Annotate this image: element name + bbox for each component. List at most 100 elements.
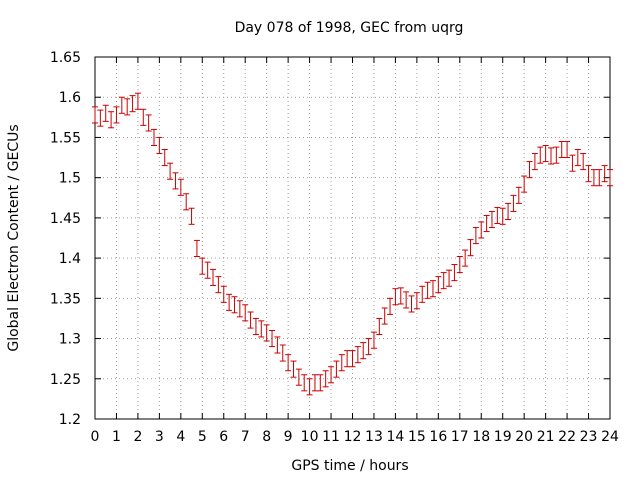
- x-tick-label: 15: [408, 429, 426, 445]
- data-point: [188, 207, 195, 225]
- y-tick-label: 1.6: [59, 90, 81, 106]
- data-point: [167, 162, 174, 180]
- data-point: [408, 295, 415, 313]
- data-point: [113, 106, 120, 124]
- data-point: [596, 169, 603, 187]
- y-tick-label: 1.55: [50, 130, 81, 146]
- data-point: [92, 106, 98, 124]
- data-point: [510, 194, 517, 212]
- data-point: [370, 331, 377, 349]
- x-tick-label: 18: [472, 429, 490, 445]
- data-point: [424, 281, 431, 299]
- data-point: [478, 221, 485, 239]
- x-tick-label: 5: [198, 429, 207, 445]
- data-point: [456, 256, 463, 274]
- data-point: [569, 154, 576, 172]
- x-tick-label: 11: [322, 429, 340, 445]
- data-point: [333, 360, 340, 378]
- x-tick-label: 0: [91, 429, 100, 445]
- data-point: [435, 276, 442, 294]
- data-point: [306, 378, 313, 396]
- data-point: [242, 304, 249, 322]
- y-tick-label: 1.5: [59, 171, 81, 187]
- x-tick-label: 9: [284, 429, 293, 445]
- x-tick-label: 23: [580, 429, 598, 445]
- grid: [95, 57, 610, 419]
- data-point: [279, 344, 286, 362]
- data-point: [247, 311, 254, 329]
- data-point: [365, 338, 372, 356]
- data-point: [413, 292, 420, 310]
- data-point: [574, 149, 581, 167]
- data-point: [263, 324, 270, 342]
- data-point: [215, 276, 222, 294]
- data-point: [134, 92, 141, 110]
- data-point: [231, 296, 238, 314]
- data-point: [285, 354, 292, 372]
- x-tick-label: 21: [537, 429, 555, 445]
- data-point: [387, 297, 394, 315]
- axis-ticks: [94, 56, 611, 420]
- data-point: [108, 111, 115, 129]
- data-point: [462, 249, 469, 267]
- data-point: [252, 317, 259, 336]
- data-point: [210, 268, 217, 286]
- x-tick-label: 19: [494, 429, 512, 445]
- data-point: [526, 161, 533, 179]
- y-tick-label: 1.25: [50, 372, 81, 388]
- data-point: [580, 153, 587, 171]
- data-point: [258, 320, 265, 338]
- x-axis-label: GPS time / hours: [291, 458, 408, 474]
- x-tick-label: 13: [365, 429, 383, 445]
- data-point: [494, 206, 501, 225]
- x-tick-label: 16: [429, 429, 447, 445]
- data-point: [161, 149, 168, 167]
- data-point: [440, 272, 447, 290]
- x-tick-label: 7: [241, 429, 250, 445]
- data-point: [151, 128, 158, 146]
- data-point: [472, 227, 479, 245]
- y-tick-labels: 1.2 1.25 1.3 1.35 1.4 1.45 1.5 1.55 1.6 1.65: [50, 50, 81, 428]
- data-point: [145, 114, 152, 132]
- data-point: [542, 144, 549, 163]
- data-point: [446, 269, 453, 287]
- data-point: [488, 210, 495, 229]
- data-point: [392, 288, 399, 306]
- data-point: [322, 370, 329, 388]
- data-point: [311, 374, 318, 392]
- y-tick-label: 1.65: [50, 50, 81, 66]
- x-tick-label: 10: [301, 429, 319, 445]
- x-tick-label: 8: [262, 429, 271, 445]
- data-point: [564, 140, 571, 159]
- data-point: [102, 104, 109, 122]
- x-tick-label: 6: [219, 429, 228, 445]
- x-tick-labels: 0 1 2 3 4 5 6 7 8 9 10 11 12 13 14 15 16 17 18 19 20 21 22 23 24: [91, 429, 619, 445]
- data-point: [338, 354, 345, 372]
- data-point: [349, 350, 356, 368]
- data-point: [220, 285, 227, 303]
- data-point: [290, 360, 297, 378]
- data-point: [467, 239, 474, 257]
- x-tick-label: 2: [133, 429, 142, 445]
- data-point: [547, 147, 554, 165]
- data-point: [451, 264, 458, 282]
- x-tick-label: 3: [155, 429, 164, 445]
- data-point: [204, 261, 211, 279]
- data-point: [226, 293, 233, 311]
- x-tick-label: 24: [601, 429, 619, 445]
- x-tick-label: 12: [344, 429, 362, 445]
- data-point: [429, 280, 436, 298]
- x-tick-label: 14: [387, 429, 405, 445]
- x-tick-label: 20: [515, 429, 533, 445]
- data-point: [301, 374, 308, 392]
- data-point: [317, 374, 324, 392]
- data-point: [585, 165, 592, 183]
- x-tick-label: 1: [112, 429, 121, 445]
- y-tick-label: 1.35: [50, 291, 81, 307]
- data-point: [515, 186, 522, 204]
- data-point: [124, 98, 131, 116]
- y-tick-label: 1.3: [59, 332, 81, 348]
- x-tick-label: 4: [176, 429, 185, 445]
